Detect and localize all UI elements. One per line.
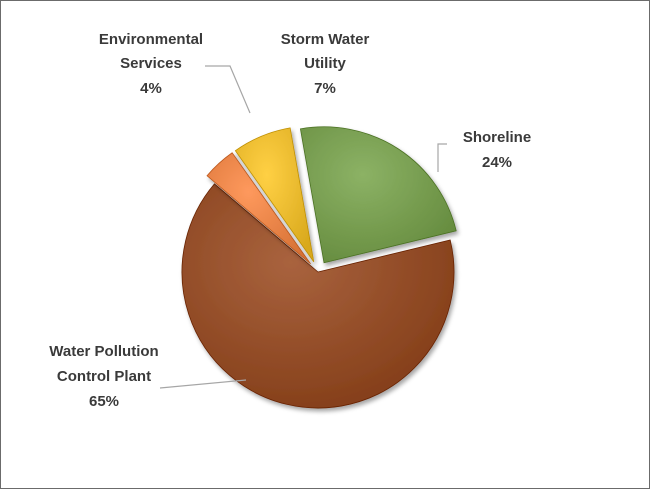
pie-slices xyxy=(181,126,457,409)
pie-slice-shoreline xyxy=(299,126,457,264)
pie-slice-storm-water-utility xyxy=(234,127,315,263)
label-wpcp-name-line2: Control Plant xyxy=(57,368,151,385)
label-wpcp-value: 65% xyxy=(89,393,119,410)
label-environmental-services-name-line2: Services xyxy=(120,55,182,72)
label-shoreline-value: 24% xyxy=(482,154,512,171)
leader-line-environmental-services xyxy=(205,65,251,114)
label-environmental-services-value: 4% xyxy=(140,80,162,97)
pie-slice-environmental-services xyxy=(206,152,311,265)
leader-line-shoreline xyxy=(437,143,447,172)
label-shoreline-name: Shoreline xyxy=(463,129,531,146)
label-environmental-services-name-line1: Environmental xyxy=(99,31,203,48)
pie-slice-water-pollution-control-plant xyxy=(181,183,455,409)
label-storm-water-utility-value: 7% xyxy=(314,80,336,97)
label-wpcp-name-line1: Water Pollution xyxy=(49,343,158,360)
label-storm-water-utility-name-line2: Utility xyxy=(304,55,346,72)
label-storm-water-utility-name-line1: Storm Water xyxy=(281,31,370,48)
leader-line-water-pollution-control-plant xyxy=(159,379,247,389)
